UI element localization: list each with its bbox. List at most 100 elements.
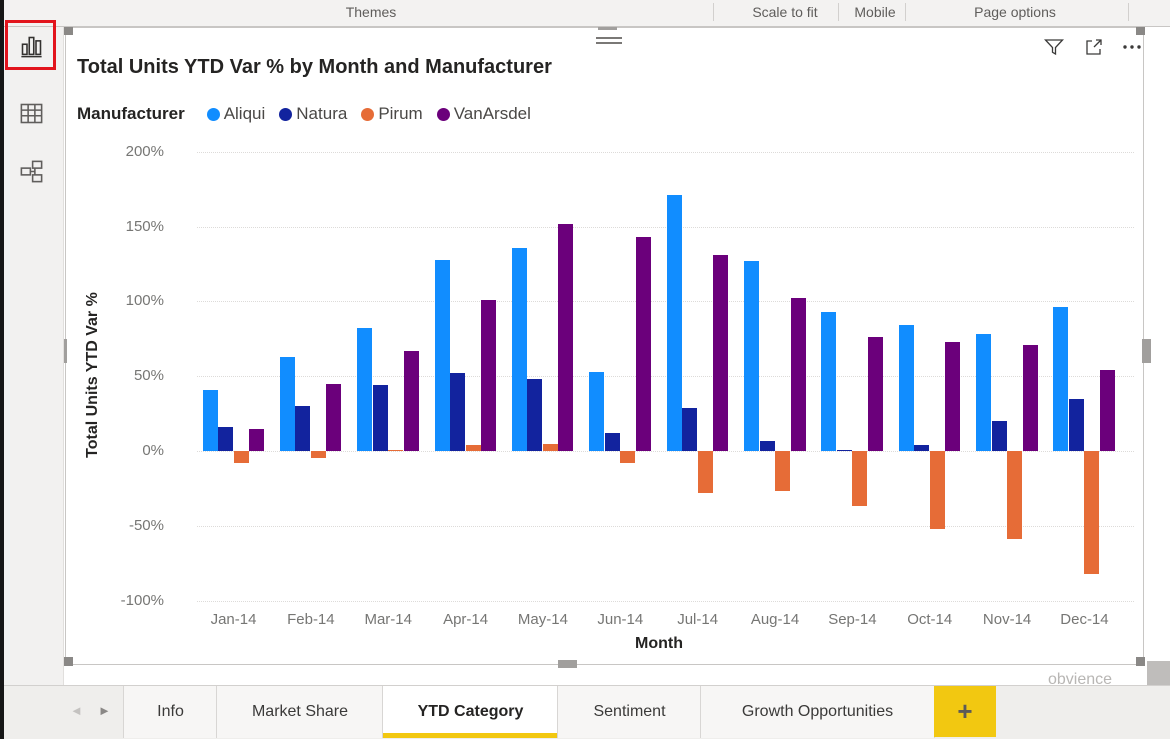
bar-natura-oct-14[interactable] [914,445,930,451]
bar-aliqui-mar-14[interactable] [357,328,373,451]
x-tick-label: Feb-14 [287,611,335,628]
legend-item-label: Natura [296,104,348,123]
legend-item-label: Aliqui [223,104,266,123]
bar-natura-mar-14[interactable] [372,385,388,451]
bar-vanarsdel-jun-14[interactable] [635,237,651,451]
bar-aliqui-feb-14[interactable] [279,356,295,451]
bar-vanarsdel-jul-14[interactable] [713,255,729,451]
bar-natura-jun-14[interactable] [604,433,620,451]
bar-pirum-nov-14[interactable] [1007,451,1023,540]
bar-vanarsdel-may-14[interactable] [558,223,574,451]
bar-pirum-feb-14[interactable] [310,451,326,459]
bar-aliqui-may-14[interactable] [511,247,527,451]
bar-aliqui-sep-14[interactable] [821,311,837,451]
resize-handle-top-left[interactable] [64,27,73,35]
legend-color-dot [206,107,220,121]
y-tick-label: 200% [125,142,164,160]
resize-handle-right[interactable] [1142,339,1151,363]
bar-pirum-oct-14[interactable] [929,451,945,529]
bar-natura-feb-14[interactable] [295,406,311,451]
bar-aliqui-jun-14[interactable] [589,371,605,451]
gridline [197,600,1134,602]
ribbon-group-scale-to-fit: Scale to fit [752,4,818,20]
bar-aliqui-dec-14[interactable] [1053,307,1069,451]
legend: Manufacturer Aliqui Natura Pirum VanArsdel [77,104,545,124]
bar-vanarsdel-sep-14[interactable] [867,337,883,451]
bar-vanarsdel-apr-14[interactable] [481,299,497,451]
bar-vanarsdel-nov-14[interactable] [1022,344,1038,451]
bar-aliqui-jan-14[interactable] [202,389,218,451]
bar-pirum-apr-14[interactable] [465,445,481,451]
page-tab-bar: ◄ ► Info Market Share YTD Category Sentimen… [0,685,1170,739]
filter-icon[interactable] [1042,35,1066,59]
column-chart-visual[interactable]: Total Units YTD Var % by Month and Manuf… [64,27,1151,668]
x-tick-label: Oct-14 [907,611,953,628]
page-tab-info[interactable]: Info [123,686,217,738]
legend-items: Aliqui Natura Pirum VanArsdel [206,104,545,124]
x-tick-label: Apr-14 [443,611,489,628]
bar-pirum-aug-14[interactable] [775,451,791,492]
resize-handle-bottom[interactable] [558,660,577,668]
bar-aliqui-nov-14[interactable] [976,334,992,451]
bar-natura-apr-14[interactable] [450,373,466,451]
focus-mode-icon[interactable] [1082,35,1106,59]
report-view-icon[interactable] [18,33,45,60]
resize-handle-bottom-left[interactable] [64,657,73,666]
legend-item-vanarsdel[interactable]: VanArsdel [436,104,531,124]
bar-natura-jan-14[interactable] [218,427,233,451]
drag-grip-icon[interactable] [596,37,622,39]
data-view-icon[interactable] [18,100,45,127]
active-tab-underline [383,733,558,738]
page-tab-growth-opportunities[interactable]: Growth Opportunities [700,686,935,738]
bar-aliqui-apr-14[interactable] [434,259,450,451]
bar-pirum-jul-14[interactable] [697,451,713,493]
bar-pirum-mar-14[interactable] [388,449,404,451]
page-tab-sentiment[interactable]: Sentiment [557,686,701,738]
bar-natura-may-14[interactable] [527,379,543,451]
bar-pirum-jun-14[interactable] [620,451,636,463]
bar-aliqui-aug-14[interactable] [744,261,760,451]
resize-handle-top[interactable] [598,27,617,30]
new-page-button[interactable]: + [934,686,996,737]
x-tick-label: Jan-14 [210,611,257,628]
legend-color-dot [279,107,293,121]
bar-aliqui-oct-14[interactable] [898,325,914,451]
drag-grip-icon[interactable] [596,42,622,44]
next-page-arrow-icon[interactable]: ► [98,703,111,718]
scrollbar-corner [1147,661,1170,686]
bar-natura-nov-14[interactable] [991,421,1007,451]
bar-pirum-dec-14[interactable] [1084,451,1100,574]
x-tick-label: Jun-14 [597,611,644,628]
legend-item-aliqui[interactable]: Aliqui [206,104,266,124]
more-options-icon[interactable] [1120,35,1144,59]
bar-vanarsdel-feb-14[interactable] [326,383,342,451]
resize-handle-top-right[interactable] [1136,27,1145,35]
chart-title: Total Units YTD Var % by Month and Manuf… [77,56,552,78]
gridline [197,451,1134,452]
page-tab-market-share[interactable]: Market Share [216,686,383,738]
bar-natura-dec-14[interactable] [1068,398,1084,451]
red-highlight-annotation [5,20,56,70]
previous-page-arrow-icon[interactable]: ◄ [70,703,83,718]
bar-vanarsdel-mar-14[interactable] [403,350,419,451]
bar-vanarsdel-aug-14[interactable] [790,298,806,451]
model-view-icon[interactable] [18,158,45,185]
bar-natura-sep-14[interactable] [836,449,852,451]
ribbon-divider [1128,3,1129,21]
bar-pirum-jan-14[interactable] [233,451,249,463]
bar-natura-aug-14[interactable] [759,440,775,451]
resize-handle-left[interactable] [64,339,67,363]
bar-vanarsdel-dec-14[interactable] [1099,370,1115,451]
bar-vanarsdel-jan-14[interactable] [249,428,264,451]
y-tick-label: 50% [133,367,164,385]
bar-vanarsdel-oct-14[interactable] [945,341,961,451]
page-tab-ytd-category[interactable]: YTD Category [382,686,558,738]
legend-item-pirum[interactable]: Pirum [361,104,423,124]
legend-item-natura[interactable]: Natura [279,104,347,124]
bar-pirum-sep-14[interactable] [852,451,868,507]
bar-aliqui-jul-14[interactable] [666,195,682,451]
bar-natura-jul-14[interactable] [682,407,698,451]
bar-pirum-may-14[interactable] [542,443,558,451]
resize-handle-bottom-right[interactable] [1136,657,1145,666]
legend-color-dot [436,107,450,121]
